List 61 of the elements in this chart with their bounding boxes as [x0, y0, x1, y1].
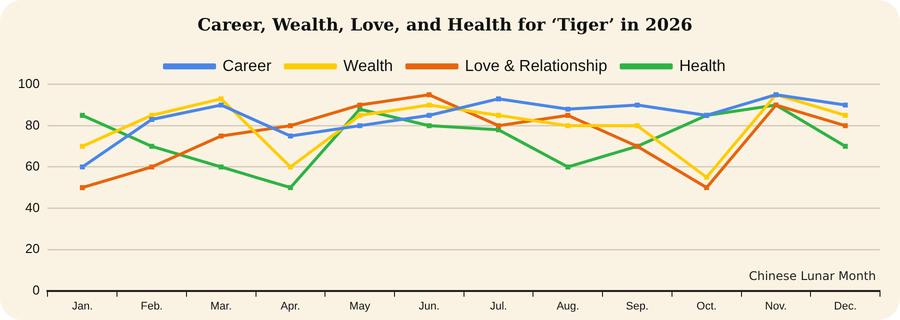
- point: [842, 144, 848, 149]
- point: [218, 102, 224, 108]
- point: [496, 123, 501, 128]
- point: [357, 123, 362, 128]
- x-tick-label: Jul.: [490, 300, 508, 312]
- point: [149, 164, 154, 170]
- point: [80, 144, 85, 149]
- x-tick-label: Jun.: [418, 300, 440, 312]
- x-tick-label: Oct.: [696, 300, 717, 312]
- legend-label: Love & Relationship: [464, 58, 608, 75]
- legend-label: Wealth: [343, 58, 393, 75]
- point: [565, 106, 570, 112]
- point: [842, 102, 848, 108]
- point: [80, 185, 85, 190]
- point: [704, 174, 710, 180]
- point: [357, 102, 362, 108]
- point: [80, 164, 85, 170]
- x-tick-label: Dec.: [834, 300, 857, 312]
- point: [80, 112, 85, 118]
- y-tick-label: 60: [25, 158, 40, 174]
- point: [218, 164, 224, 170]
- y-tick-label: 0: [32, 282, 40, 298]
- point: [288, 134, 293, 138]
- point: [149, 117, 154, 122]
- point: [565, 112, 570, 118]
- y-tick-label: 20: [25, 241, 40, 256]
- y-tick-label: 100: [18, 76, 40, 91]
- point: [426, 123, 432, 128]
- point: [634, 123, 640, 128]
- legend-label: Career: [222, 58, 272, 75]
- x-tick-label: Feb.: [140, 300, 163, 312]
- x-tick-label: Jan.: [72, 300, 93, 312]
- point: [565, 123, 570, 128]
- point: [704, 185, 710, 190]
- x-tick-label: Mar.: [210, 300, 232, 312]
- x-tick-label: Sep.: [626, 300, 649, 312]
- point: [149, 144, 154, 149]
- y-tick-label: 40: [25, 200, 40, 215]
- point: [357, 112, 362, 118]
- legend-label: Health: [679, 58, 726, 75]
- x-tick-label: Apr.: [280, 300, 300, 312]
- x-tick-label: May: [349, 300, 371, 312]
- point: [288, 164, 293, 170]
- point: [496, 96, 501, 102]
- point: [426, 92, 432, 98]
- x-tick-label: Nov.: [765, 300, 787, 312]
- point: [426, 112, 432, 118]
- point: [218, 134, 224, 138]
- x-axis-title: Chinese Lunar Month: [748, 268, 876, 283]
- point: [288, 185, 293, 190]
- point: [634, 102, 640, 108]
- point: [496, 112, 501, 118]
- point: [288, 123, 293, 128]
- point: [565, 164, 570, 170]
- point: [842, 112, 848, 118]
- y-tick-label: 80: [25, 117, 40, 132]
- chart-title: Career, Wealth, Love, and Health for ‘Tiger’ in 2026: [198, 16, 692, 36]
- point: [426, 102, 432, 108]
- point: [842, 123, 848, 128]
- x-tick-label: Aug.: [556, 300, 580, 312]
- point: [218, 96, 224, 102]
